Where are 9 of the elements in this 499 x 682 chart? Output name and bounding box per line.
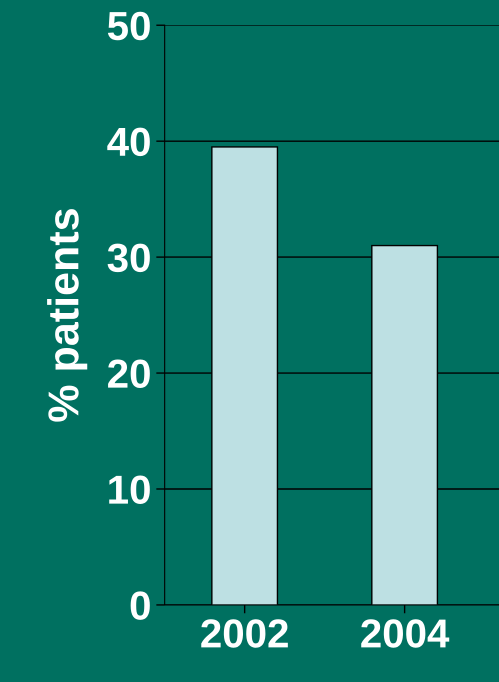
y-tick-label: 50 — [108, 12, 150, 40]
y-axis-title: % patients — [47, 209, 88, 422]
y-tick-label: 40 — [107, 128, 150, 156]
x-tick-label: 2004 — [361, 619, 450, 648]
y-tick-label: 10 — [109, 475, 150, 504]
x-tick-label: 2002 — [201, 619, 288, 648]
y-tick-label: 0 — [130, 591, 150, 620]
y-tick-label: 30 — [108, 244, 150, 272]
y-tick-label: 20 — [108, 360, 150, 388]
